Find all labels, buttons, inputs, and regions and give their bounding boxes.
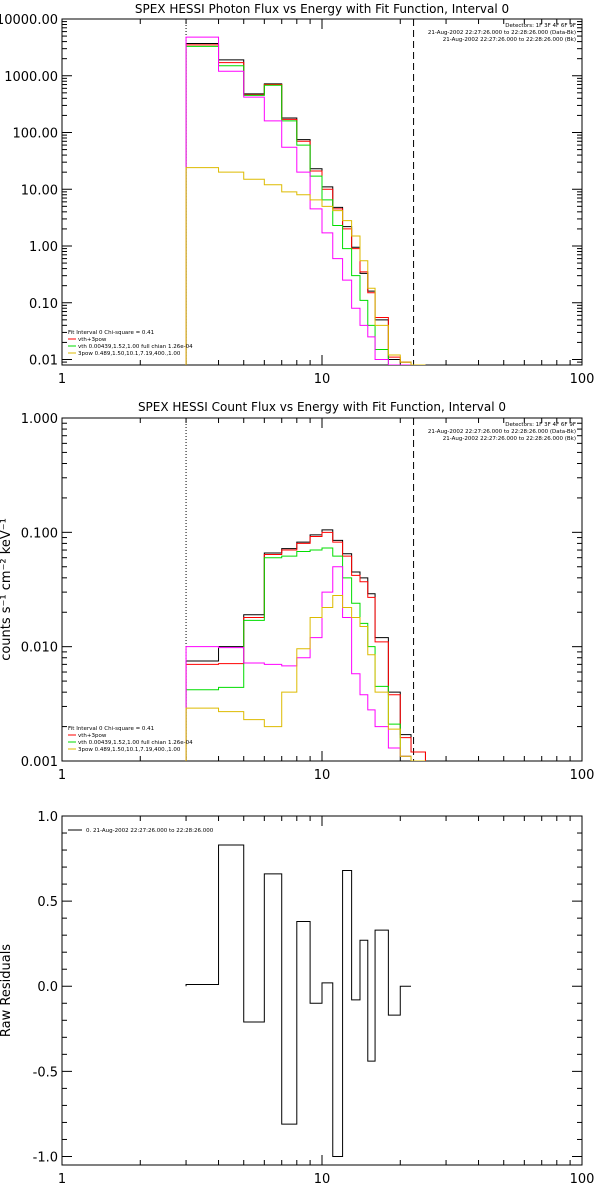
series-group [185, 844, 412, 1157]
x-tick-label: 100 [570, 768, 595, 783]
series-4-line [185, 167, 426, 365]
y-tick-label: 10000.00 [0, 13, 58, 28]
y-tick-label: 0.010 [21, 641, 58, 656]
y-tick-label: 10.00 [21, 183, 58, 198]
y-tick-label: 0.01 [29, 354, 58, 369]
y-tick-label: 0.100 [21, 526, 58, 541]
x-tick-label: 1 [58, 372, 66, 387]
series-2-line [185, 45, 426, 365]
chart-title: SPEX HESSI Photon Flux vs Energy with Fi… [135, 2, 509, 16]
x-tick-label: 10 [314, 768, 331, 783]
legend-line: 3pow 0.489,1.50,10.1,7.19,400.,1.00 [78, 747, 181, 753]
series-1-line [185, 531, 426, 761]
legend-line: vth 0.00439,1.52,1.00 full chian 1.26e-0… [78, 344, 193, 350]
x-tick-label: 100 [570, 372, 595, 387]
x-tick-label: 100 [570, 1172, 595, 1187]
header-line: 21-Aug-2002 22:27:26.000 to 22:28:26.000… [443, 436, 576, 442]
legend-line: vth 0.00439,1.52,1.00 full chian 1.26e-0… [78, 740, 193, 746]
header-line: 21-Aug-2002 22:27:26.000 to 22:28:26.000… [428, 429, 576, 435]
legend-line: vth+3pow [78, 337, 107, 343]
series-4-line [185, 595, 426, 761]
y-tick-label: 1.00 [29, 240, 58, 255]
series-0-line [185, 529, 426, 761]
y-tick-label: -1.0 [33, 1150, 58, 1165]
y-tick-label: -0.5 [33, 1065, 58, 1080]
legend-line: 0. 21-Aug-2002 22:27:26.000 to 22:28:26.… [86, 828, 214, 834]
plot-frame [61, 417, 583, 762]
series-0-line [185, 844, 412, 1157]
header-line: Detectors: 1F 3F 4F 6F 9F [505, 23, 576, 29]
y-tick-label: 1.0 [37, 810, 58, 825]
y-tick-label: 0.001 [21, 755, 58, 770]
y-tick-label: 0.10 [29, 297, 58, 312]
series-group [185, 36, 426, 365]
y-tick-label: 100.00 [13, 127, 59, 142]
x-tick-label: 10 [314, 1172, 331, 1187]
header-line: 21-Aug-2002 22:27:26.000 to 22:28:26.000… [428, 30, 576, 36]
y-axis-label: counts s⁻¹ cm⁻² keV⁻¹ [0, 518, 14, 661]
chart-title: SPEX HESSI Count Flux vs Energy with Fit… [138, 400, 506, 414]
y-tick-label: 0.5 [37, 895, 58, 910]
legend-line: Fit Interval 0 Chi-square = 0.41 [68, 330, 154, 336]
series-0-line [185, 43, 426, 365]
series-group [185, 529, 426, 761]
x-tick-label: 10 [314, 372, 331, 387]
photon-flux-panel: SPEX HESSI Photon Flux vs Energy with Fi… [0, 2, 594, 387]
header-line: Detectors: 1F 3F 4F 6F 9F [505, 422, 576, 428]
series-3-line [185, 566, 426, 761]
x-tick-label: 1 [58, 768, 66, 783]
y-axis-label: Raw Residuals [0, 944, 14, 1037]
series-1-line [185, 44, 426, 365]
header-line: 21-Aug-2002 22:27:26.000 to 22:28:26.000… [443, 37, 576, 43]
y-tick-label: 1000.00 [4, 70, 58, 85]
count-flux-panel: SPEX HESSI Count Flux vs Energy with Fit… [0, 400, 594, 783]
y-tick-label: 1.000 [21, 412, 58, 427]
series-3-line [185, 36, 426, 365]
legend-line: 3pow 0.489,1.50,10.1,7.19,400.,1.00 [78, 351, 181, 357]
y-tick-label: 0.0 [37, 980, 58, 995]
legend-line: vth+3pow [78, 733, 107, 739]
x-tick-label: 1 [58, 1172, 66, 1187]
residuals-panel: 1 10 100 -1.0 -0.5 0.0 0.5 1.0 Raw Residuals 0. 2… [0, 810, 594, 1187]
legend-line: Fit Interval 0 Chi-square = 0.41 [68, 726, 154, 732]
